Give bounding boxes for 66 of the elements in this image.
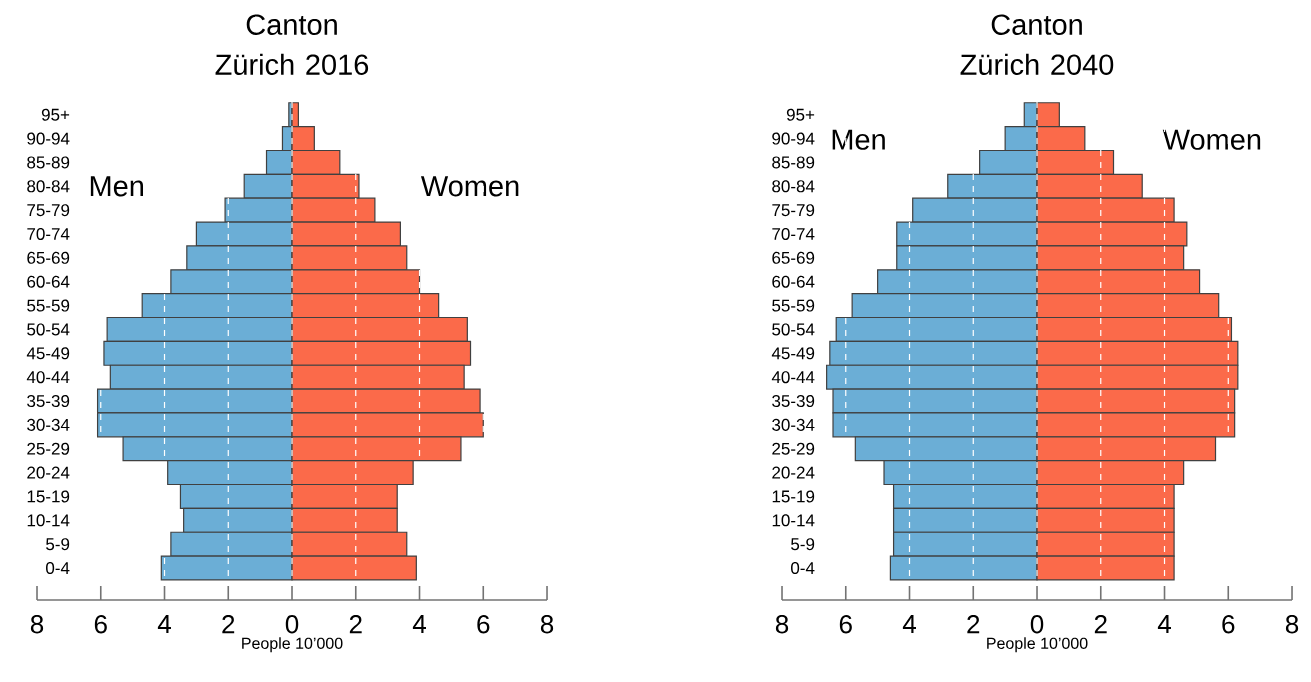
y-tick-label: 95+ bbox=[786, 108, 815, 121]
y-tick-label: 50-54 bbox=[772, 323, 815, 336]
y-tick-label: 75-79 bbox=[27, 204, 70, 217]
y-tick-label: 30-34 bbox=[27, 418, 70, 431]
series-label: Women bbox=[420, 176, 519, 197]
y-tick-label: 35-39 bbox=[27, 395, 70, 408]
x-tick-label: 2 bbox=[222, 615, 235, 634]
y-tick-label: 75-79 bbox=[772, 204, 815, 217]
y-tick-label: 95+ bbox=[41, 108, 70, 121]
x-tick-label: 8 bbox=[30, 615, 44, 634]
x-tick-label: 2 bbox=[1094, 615, 1107, 634]
chart-title: Canton Zürich 2040 bbox=[960, 14, 1114, 75]
x-tick-label: 4 bbox=[412, 615, 426, 633]
x-tick-label: 6 bbox=[94, 615, 107, 634]
y-tick-label: 25-29 bbox=[27, 442, 70, 455]
x-tick-label: 2 bbox=[967, 615, 980, 634]
series-label: Women bbox=[1162, 129, 1261, 150]
y-tick-label: 35-39 bbox=[772, 395, 815, 408]
y-tick-label: 90-94 bbox=[772, 132, 815, 145]
x-tick-label: 6 bbox=[839, 615, 852, 634]
y-tick-label: 60-64 bbox=[27, 275, 70, 288]
y-tick-label: 50-54 bbox=[27, 323, 70, 336]
chart-title: Canton Zürich 2016 bbox=[215, 14, 369, 75]
y-tick-label: 5-9 bbox=[791, 538, 815, 551]
y-tick-label: 70-74 bbox=[27, 227, 70, 241]
y-tick-label: 60-64 bbox=[772, 275, 815, 288]
y-tick-label: 65-69 bbox=[772, 251, 815, 264]
y-tick-label: 85-89 bbox=[772, 156, 815, 169]
x-tick-label: 0 bbox=[285, 615, 299, 634]
y-tick-label: 20-24 bbox=[27, 466, 70, 479]
y-tick-label: 70-74 bbox=[772, 227, 815, 241]
y-tick-label: 55-59 bbox=[27, 299, 70, 312]
series-label: Men bbox=[832, 129, 885, 150]
x-tick-label: 6 bbox=[1222, 615, 1235, 634]
y-tick-label: 30-34 bbox=[772, 418, 815, 431]
y-tick-label: 55-59 bbox=[772, 299, 815, 312]
y-tick-label: 0-4 bbox=[791, 562, 815, 575]
y-tick-label: 5-9 bbox=[46, 538, 70, 551]
x-tick-label: 4 bbox=[1157, 615, 1171, 633]
text: Men bbox=[90, 176, 144, 197]
y-tick-label: 20-24 bbox=[772, 466, 815, 479]
y-tick-label: 80-84 bbox=[772, 180, 815, 193]
y-tick-label: 15-19 bbox=[772, 490, 815, 503]
y-tick-label: 85-89 bbox=[27, 156, 70, 169]
x-tick-label: 4 bbox=[902, 615, 916, 633]
x-tick-label: 8 bbox=[775, 615, 789, 634]
y-tick-label: 80-84 bbox=[27, 180, 70, 193]
x-tick-label: 2 bbox=[349, 615, 362, 634]
y-tick-label: 45-49 bbox=[26, 347, 70, 360]
y-tick-label: 40-44 bbox=[26, 371, 70, 384]
y-tick-label: 25-29 bbox=[772, 442, 815, 455]
y-tick-label: 15-19 bbox=[27, 490, 70, 503]
x-axis-title: People 10’000 bbox=[987, 637, 1088, 653]
y-tick-label: 90-94 bbox=[27, 132, 70, 145]
x-axis-title: People 10’000 bbox=[242, 637, 343, 653]
x-tick-label: 6 bbox=[477, 615, 490, 634]
x-tick-label: 4 bbox=[157, 615, 171, 633]
y-tick-label: 40-44 bbox=[771, 371, 815, 384]
x-tick-label: 8 bbox=[540, 615, 554, 634]
x-tick-label: 8 bbox=[1285, 615, 1299, 634]
y-tick-label: 10-14 bbox=[27, 514, 70, 527]
y-tick-label: 10-14 bbox=[772, 514, 815, 527]
y-tick-label: 45-49 bbox=[771, 347, 815, 360]
y-tick-label: 65-69 bbox=[27, 251, 70, 264]
x-tick-label: 0 bbox=[1030, 615, 1044, 634]
y-tick-label: 0-4 bbox=[46, 562, 70, 575]
